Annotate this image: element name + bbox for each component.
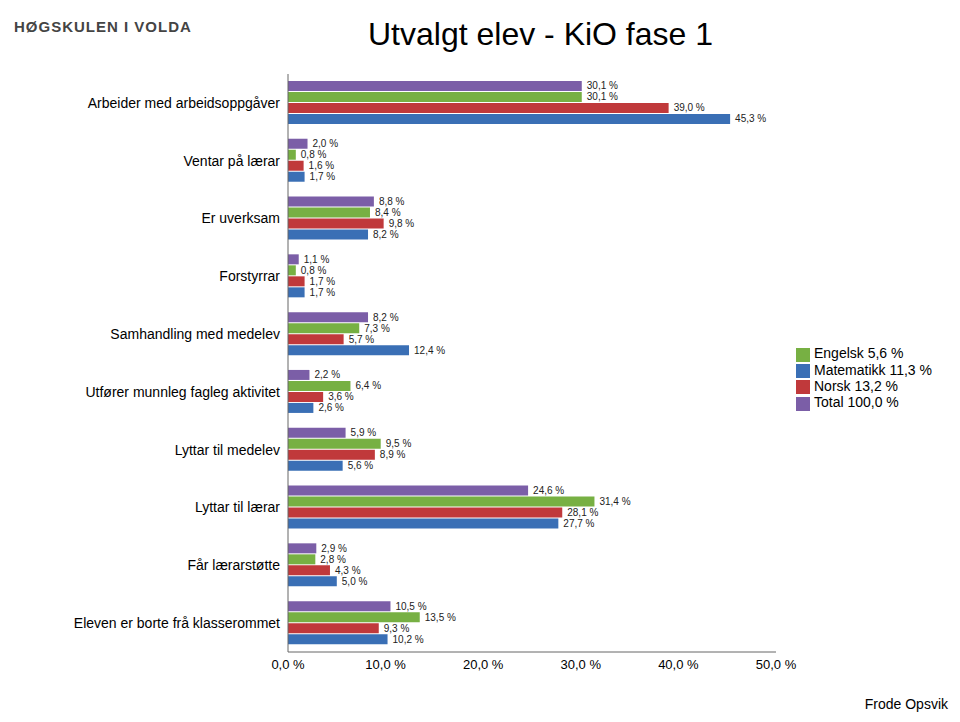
- svg-text:10,0 %: 10,0 %: [365, 657, 406, 672]
- svg-text:39,0 %: 39,0 %: [674, 102, 705, 113]
- svg-text:30,0 %: 30,0 %: [561, 657, 602, 672]
- html-text:Norsk 13,2 %: Norsk 13,2 %: [814, 378, 898, 394]
- svg-text:27,7 %: 27,7 %: [563, 518, 594, 529]
- svg-text:Arbeider med arbeidsoppgåver: Arbeider med arbeidsoppgåver: [88, 95, 281, 111]
- svg-text:2,6 %: 2,6 %: [318, 402, 344, 413]
- svg-text:10,2 %: 10,2 %: [393, 634, 424, 645]
- svg-text:9,8 %: 9,8 %: [389, 218, 415, 229]
- svg-text:31,4 %: 31,4 %: [599, 496, 630, 507]
- svg-text:8,9 %: 8,9 %: [380, 449, 406, 460]
- html-text:Total 100,0 %: Total 100,0 %: [814, 394, 899, 411]
- svg-text:10,5 %: 10,5 %: [395, 601, 426, 612]
- html-text:Utvalgt elev - KiO fase 1: Utvalgt elev - KiO fase 1: [368, 16, 713, 52]
- svg-text:5,7 %: 5,7 %: [349, 334, 375, 345]
- html-text:Frode Opsvik: Frode Opsvik: [864, 696, 948, 712]
- svg-text:8,4 %: 8,4 %: [375, 207, 401, 218]
- svg-text:Lyttar til medelev: Lyttar til medelev: [175, 442, 280, 458]
- svg-text:8,2 %: 8,2 %: [373, 312, 399, 323]
- svg-text:Eleven er borte frå klasseromm: Eleven er borte frå klasserommet: [74, 615, 280, 631]
- svg-text:24,6 %: 24,6 %: [533, 485, 564, 496]
- svg-text:28,1 %: 28,1 %: [567, 507, 598, 518]
- svg-text:0,8 %: 0,8 %: [301, 149, 327, 160]
- svg-text:6,4 %: 6,4 %: [355, 380, 381, 391]
- svg-text:Ventar på lærar: Ventar på lærar: [184, 153, 281, 169]
- html-text:HØGSKULEN I VOLDA: HØGSKULEN I VOLDA: [14, 18, 192, 35]
- html-text:Matematikk 11,3 %: Matematikk 11,3 %: [814, 361, 932, 378]
- svg-text:8,8 %: 8,8 %: [379, 196, 405, 207]
- svg-text:7,3 %: 7,3 %: [364, 323, 390, 334]
- svg-text:30,1 %: 30,1 %: [587, 80, 618, 91]
- svg-text:1,7 %: 1,7 %: [310, 276, 336, 287]
- svg-text:0,8 %: 0,8 %: [301, 265, 327, 276]
- svg-text:45,3 %: 45,3 %: [735, 113, 766, 124]
- svg-text:3,6 %: 3,6 %: [328, 391, 354, 402]
- svg-text:Er uverksam: Er uverksam: [201, 210, 280, 226]
- svg-text:5,0 %: 5,0 %: [342, 576, 368, 587]
- svg-text:4,3 %: 4,3 %: [335, 565, 361, 576]
- svg-text:2,2 %: 2,2 %: [314, 369, 340, 380]
- svg-text:Får lærarstøtte: Får lærarstøtte: [187, 557, 280, 573]
- svg-text:Samhandling med medelev: Samhandling med medelev: [110, 326, 280, 342]
- svg-text:50,0 %: 50,0 %: [756, 657, 797, 672]
- svg-text:13,5 %: 13,5 %: [425, 612, 456, 623]
- svg-text:9,3 %: 9,3 %: [384, 623, 410, 634]
- svg-text:1,7 %: 1,7 %: [310, 171, 336, 182]
- html-text:Engelsk 5,6 %: Engelsk 5,6 %: [814, 345, 904, 362]
- svg-text:40,0 %: 40,0 %: [658, 657, 699, 672]
- svg-text:1,1 %: 1,1 %: [304, 254, 330, 265]
- svg-text:2,8 %: 2,8 %: [320, 554, 346, 565]
- svg-text:Utfører munnleg fagleg aktivit: Utfører munnleg fagleg aktivitet: [85, 384, 280, 400]
- svg-text:Forstyrrar: Forstyrrar: [219, 268, 280, 284]
- svg-text:8,2 %: 8,2 %: [373, 229, 399, 240]
- svg-text:0,0 %: 0,0 %: [271, 657, 305, 672]
- svg-text:Lyttar til lærar: Lyttar til lærar: [195, 499, 280, 515]
- svg-text:30,1 %: 30,1 %: [587, 91, 618, 102]
- svg-text:5,6 %: 5,6 %: [348, 460, 374, 471]
- svg-text:5,9 %: 5,9 %: [351, 427, 377, 438]
- svg-text:2,0 %: 2,0 %: [313, 138, 339, 149]
- svg-text:2,9 %: 2,9 %: [321, 543, 347, 554]
- svg-text:1,7 %: 1,7 %: [310, 287, 336, 298]
- svg-text:12,4 %: 12,4 %: [414, 345, 445, 356]
- svg-text:20,0 %: 20,0 %: [463, 657, 504, 672]
- svg-text:9,5 %: 9,5 %: [386, 438, 412, 449]
- svg-text:1,6 %: 1,6 %: [309, 160, 335, 171]
